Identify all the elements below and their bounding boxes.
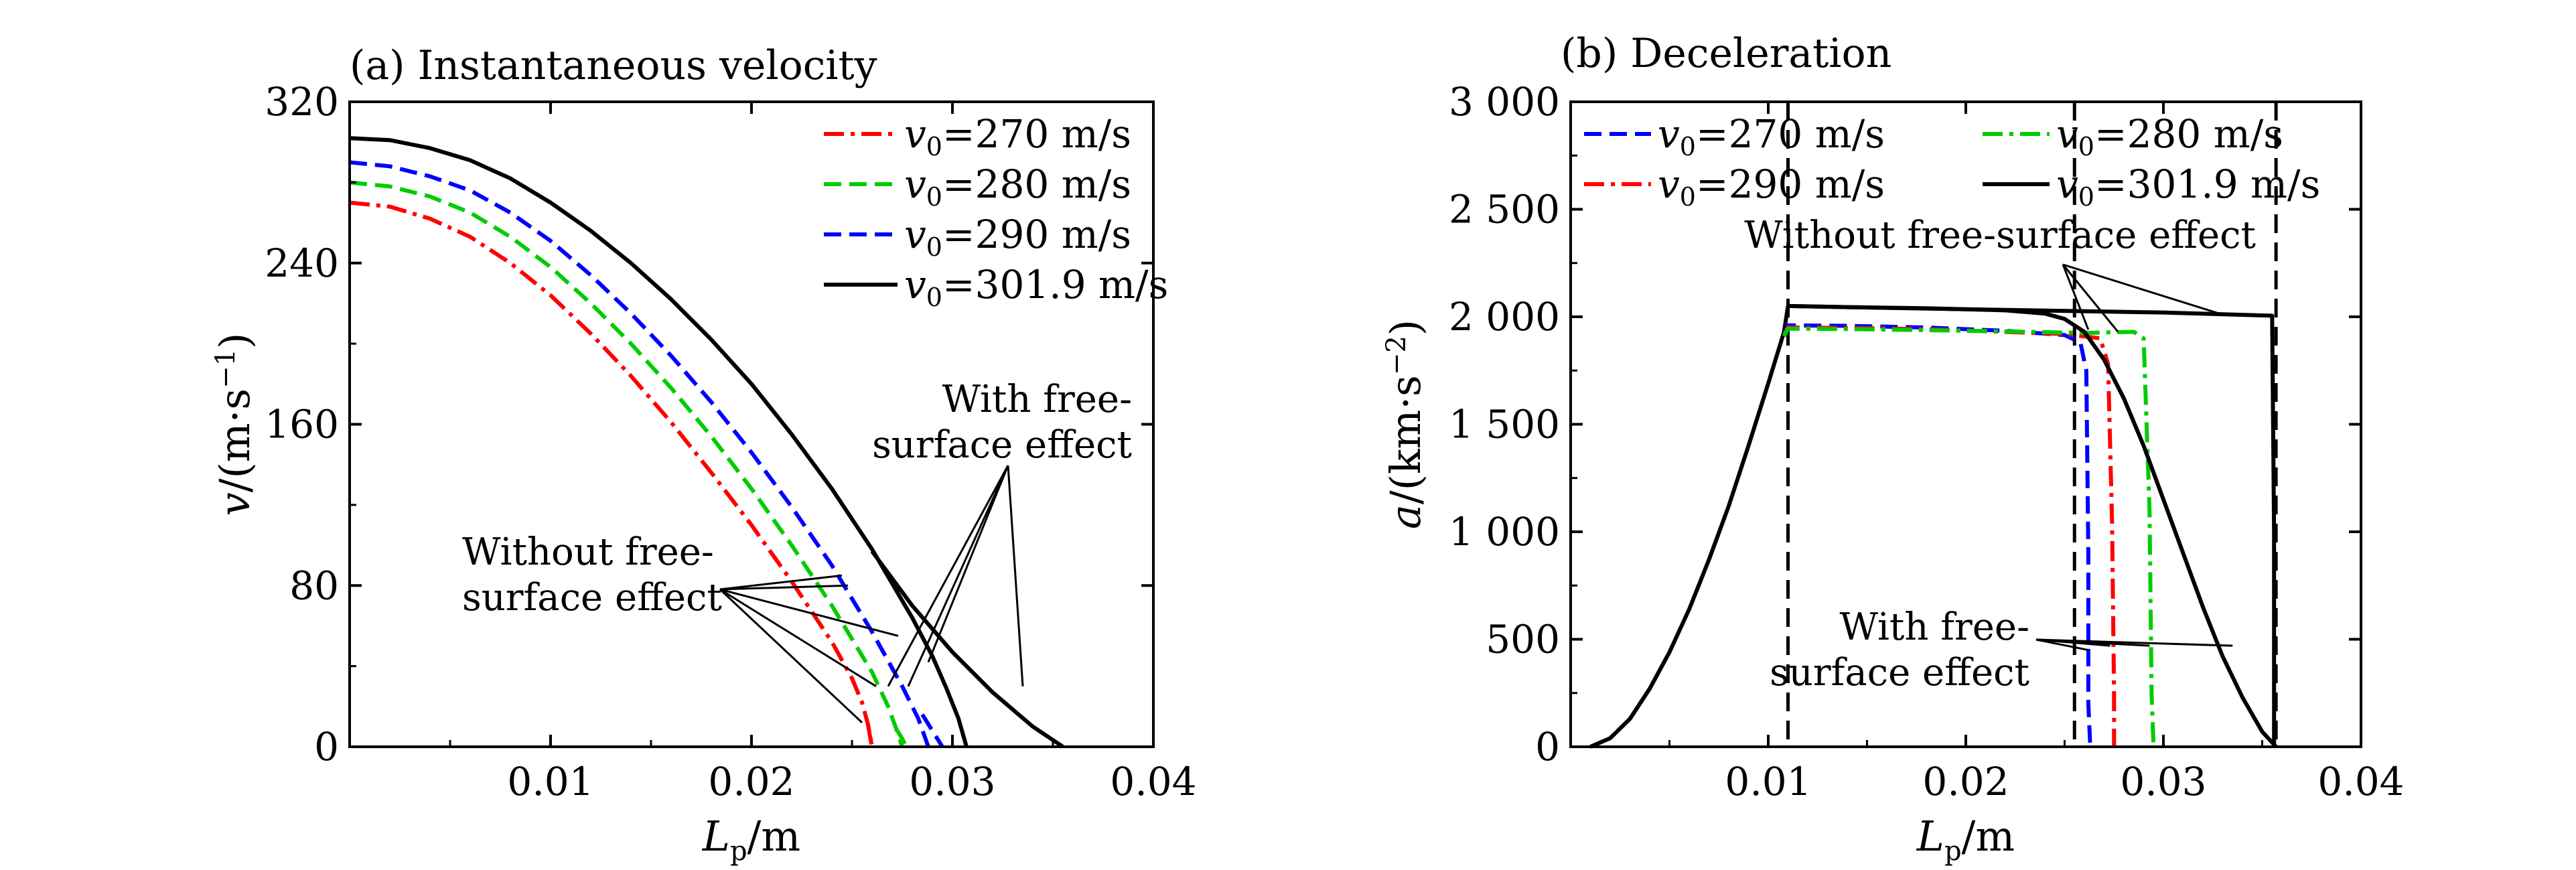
annotation-leader	[2035, 638, 2089, 652]
annotation-leader	[927, 465, 1009, 663]
series-line	[349, 136, 969, 747]
series-line	[349, 160, 930, 748]
x-axis-label: Lp/m	[1916, 812, 2015, 867]
legend-label: v0=290 m/s	[1658, 161, 1885, 212]
x-tick-label: 0.02	[1922, 759, 2009, 804]
x-tick-label: 0.04	[2317, 759, 2404, 804]
annotation-without: Without free-	[462, 530, 714, 574]
chart-title: (a) Instantaneous velocity	[350, 42, 877, 89]
annotation-leader	[2062, 264, 2119, 333]
y-axis-label: a/(km·s−2)	[1381, 319, 1430, 529]
y-tick-label: 80	[289, 563, 339, 608]
y-tick-label: 320	[265, 79, 339, 125]
y-tick-label: 240	[265, 240, 339, 286]
panel-a: (a) Instantaneous velocity 0.01 0.02 0.03 0.…	[210, 42, 1197, 867]
annotation-without: surface effect	[462, 576, 722, 620]
annotation-leader	[2035, 638, 2233, 647]
y-tick-label: 0	[314, 724, 339, 770]
y-tick-label: 500	[1486, 617, 1560, 662]
legend-label: v0=270 m/s	[904, 111, 1131, 161]
annotation-with: With free-	[942, 378, 1132, 421]
series-line	[1782, 323, 2092, 747]
series-line	[349, 180, 904, 747]
series-line	[1589, 305, 1790, 749]
annotation-without: Without free-surface effect	[1744, 214, 2256, 257]
x-tick-label: 0.03	[2120, 759, 2206, 804]
series-line	[920, 713, 944, 748]
annotation-leader	[719, 588, 863, 723]
y-axis-label: v/(m·s−1)	[210, 333, 259, 516]
series-line	[870, 550, 1064, 749]
annotation-with: surface effect	[872, 423, 1132, 467]
y-tick-label: 1 500	[1449, 402, 1560, 447]
legend-label: v0=301.9 m/s	[2056, 161, 2320, 212]
legend-label: v0=270 m/s	[1658, 111, 1885, 161]
annotation-leader	[887, 465, 1009, 687]
legend-label: v0=280 m/s	[904, 161, 1131, 212]
y-tick-label: 0	[1535, 724, 1560, 770]
series-line	[894, 727, 908, 748]
annotation-leader	[2062, 264, 2090, 330]
panel-b: (b) Deceleration 0.01 0.02 0.03 0.04 0 500 1 00…	[1381, 30, 2405, 867]
y-tick-label: 1 000	[1449, 509, 1560, 555]
annotation-leader	[719, 584, 849, 591]
x-tick-label: 0.02	[708, 759, 794, 804]
x-axis-label: Lp/m	[702, 812, 800, 867]
legend-label: v0=290 m/s	[904, 212, 1131, 262]
series-line	[866, 724, 874, 747]
annotation-leader	[719, 588, 877, 687]
annotation-leader	[719, 588, 899, 637]
legend-label: v0=301.9 m/s	[904, 262, 1168, 312]
y-tick-label: 3 000	[1449, 79, 1560, 125]
chart-title: (b) Deceleration	[1561, 30, 1891, 77]
annotation-with: With free-	[1839, 605, 2029, 649]
x-tick-label: 0.04	[1110, 759, 1196, 804]
x-tick-label: 0.03	[909, 759, 995, 804]
annotation-leader	[1007, 465, 1024, 686]
annotation-leader	[2062, 263, 2223, 316]
annotation-leader	[907, 465, 1009, 687]
annotation-leader	[719, 574, 843, 591]
x-tick-label: 0.01	[507, 759, 593, 804]
y-tick-label: 160	[265, 402, 339, 447]
legend-label: v0=280 m/s	[2056, 111, 2283, 161]
annotation-with: surface effect	[1770, 651, 2029, 695]
x-tick-label: 0.01	[1725, 759, 1811, 804]
y-tick-label: 2 500	[1449, 187, 1560, 232]
series-line	[349, 200, 874, 747]
y-tick-label: 2 000	[1449, 294, 1560, 340]
